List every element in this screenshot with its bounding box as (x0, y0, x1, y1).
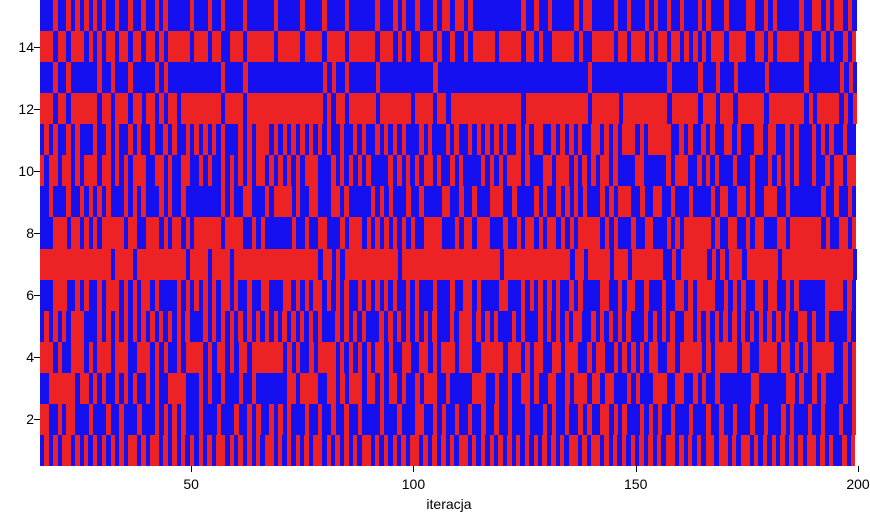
x-axis-label: iteracja (40, 496, 858, 512)
heatmap-row (40, 342, 858, 373)
y-tick-label: 10 (4, 163, 34, 179)
y-tick-label: 2 (4, 411, 34, 427)
y-tick-label: 14 (4, 39, 34, 55)
heatmap-row (40, 186, 858, 217)
plot-area (40, 0, 858, 466)
y-tick-label: 6 (4, 287, 34, 303)
heatmap-row (40, 280, 858, 311)
y-tick-label: 8 (4, 225, 34, 241)
heatmap-row (40, 31, 858, 62)
y-tick-label: 12 (4, 101, 34, 117)
heatmap-row (40, 404, 858, 435)
heatmap-row (40, 93, 858, 124)
x-tick-label: 50 (183, 476, 199, 492)
heatmap-row (40, 435, 858, 466)
heatmap-row (40, 217, 858, 248)
heatmap-row (40, 124, 858, 155)
heatmap-row (40, 0, 858, 31)
heatmap-row (40, 373, 858, 404)
heatmap-row (40, 311, 858, 342)
heatmap-row (40, 155, 858, 186)
x-tick-label: 150 (624, 476, 647, 492)
heatmap-chart: 2 4 6 8 10 12 14 50 100 150 200 iteracja (0, 0, 870, 516)
y-tick-label: 4 (4, 349, 34, 365)
x-tick-label: 200 (846, 476, 869, 492)
heatmap-row (40, 62, 858, 93)
heatmap-row (40, 249, 858, 280)
x-tick-label: 100 (402, 476, 425, 492)
